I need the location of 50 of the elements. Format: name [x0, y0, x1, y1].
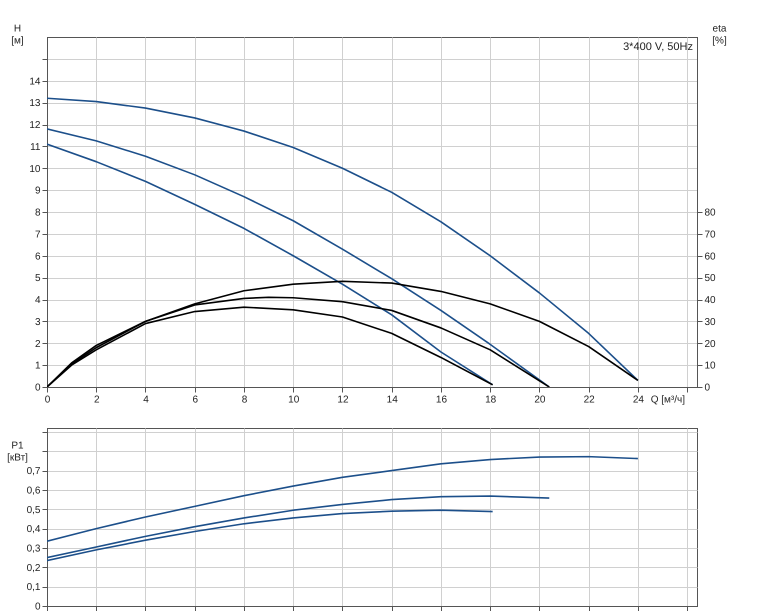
y-tick-label: 0,3 [26, 543, 41, 554]
y-tick-label: 6 [34, 251, 41, 262]
x-tick-label: 10 [288, 394, 300, 406]
x-tick-label: 6 [192, 394, 198, 406]
x-axis-title: Q [м³/ч] [650, 394, 686, 406]
y-tick-label: 2 [34, 338, 41, 350]
x-tick-label: 22 [584, 394, 596, 406]
y-axis-title: H [м] [11, 24, 24, 46]
y-tick-label: 0,5 [26, 504, 41, 516]
y-tick-label: 4 [34, 295, 41, 306]
x-tick-label: 12 [337, 394, 349, 406]
y-tick-label: 0 [34, 602, 41, 611]
x-tick-label: 16 [436, 394, 448, 406]
y-tick-label: 1 [34, 360, 41, 372]
x-tick-label: 8 [242, 394, 248, 406]
y-tick-label: 9 [34, 186, 41, 197]
y-axis-title: P1 [кВт] [7, 440, 28, 464]
y2-tick-label: 50 [704, 273, 716, 284]
y2-tick-label: 70 [704, 229, 716, 240]
y2-tick-label: 10 [704, 360, 716, 372]
x-tick-label: 24 [632, 394, 644, 406]
y2-tick-label: 40 [704, 295, 716, 306]
x-tick-label: 14 [386, 394, 398, 406]
x-tick-label: 18 [485, 394, 497, 406]
y-tick-label: 5 [34, 273, 41, 284]
y2-tick-label: 80 [704, 208, 716, 218]
y-tick-label: 7 [34, 229, 41, 240]
y2-tick-label: 0 [704, 382, 710, 394]
y-tick-label: 13 [29, 98, 41, 110]
y2-tick-label: 30 [704, 316, 716, 328]
x-tick-label: 0 [44, 394, 51, 406]
x-tick-label: 4 [143, 394, 150, 406]
y-tick-label: 0,6 [26, 485, 41, 496]
y-tick-label: 14 [29, 76, 41, 88]
y2-tick-label: 20 [704, 338, 716, 350]
y-tick-label: 8 [34, 208, 41, 218]
y2-tick-label: 60 [704, 251, 716, 262]
y-tick-label: 0,7 [26, 466, 41, 478]
y-tick-label: 11 [30, 142, 41, 153]
y2-axis-title: eta [%] [712, 24, 727, 46]
y-tick-label: 0,4 [26, 524, 41, 536]
y-tick-label: 0,2 [26, 562, 41, 574]
annotation: 3*400 V, 50Hz [623, 41, 693, 53]
x-tick-label: 20 [534, 394, 546, 406]
y-tick-label: 3 [34, 316, 41, 328]
y-tick-label: 0 [34, 382, 41, 394]
y-tick-label: 12 [29, 120, 41, 131]
y-tick-label: 10 [29, 164, 41, 175]
y-tick-label: 0,1 [26, 582, 41, 594]
x-tick-label: 2 [94, 394, 100, 406]
